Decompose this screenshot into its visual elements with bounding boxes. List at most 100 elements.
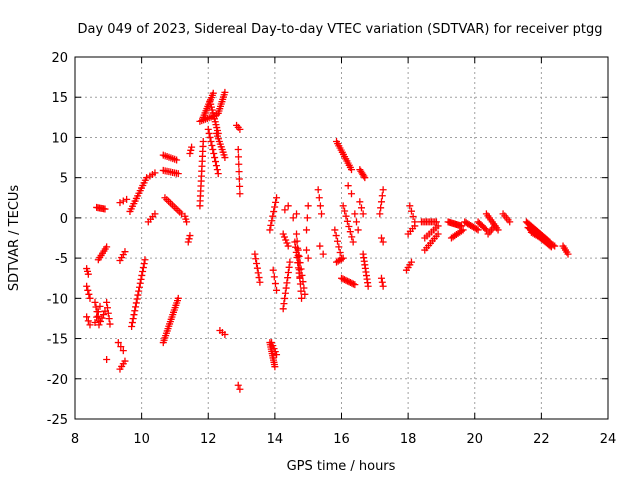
data-point [135,283,143,291]
data-point [269,266,277,274]
data-point [378,192,386,200]
data-point [377,198,385,206]
data-point [357,204,365,212]
data-point [351,281,359,289]
data-point [135,287,143,295]
y-tick-label: -5 [55,252,68,267]
y-tick-label: 15 [51,91,68,106]
data-point [137,275,145,283]
data-point [339,254,347,262]
data-point [407,207,415,215]
data-point [314,186,322,194]
data-point [83,282,91,290]
data-point [342,212,350,220]
data-point [266,226,274,234]
data-point [268,217,276,225]
data-point [549,241,557,249]
data-point [139,264,147,272]
data-point [209,89,217,97]
data-point [318,210,326,218]
y-tick-label: -20 [47,373,68,388]
data-point [221,88,229,96]
data-point [103,355,111,363]
data-point [83,313,91,321]
data-point [174,170,182,178]
data-point [434,222,442,230]
data-point [272,198,280,206]
data-point [234,146,242,154]
x-tick-label: 16 [333,432,350,447]
data-point [234,381,242,389]
data-point [293,237,301,245]
data-point [315,194,323,202]
data-point [334,237,342,245]
data-point [506,218,514,226]
data-point [236,190,244,198]
data-point [297,265,305,273]
data-point [254,269,262,277]
y-tick-label: -10 [47,292,68,307]
data-point [279,230,287,238]
data-point [281,206,289,214]
data-point [136,279,144,287]
data-point [139,268,147,276]
data-point [141,256,149,264]
data-point [432,218,440,226]
data-point [251,250,259,258]
y-tick-label: 0 [60,212,68,227]
x-tick-label: 12 [200,432,217,447]
data-point [209,146,217,154]
data-point [379,186,387,194]
data-point [96,302,104,310]
data-point [459,226,467,234]
data-point [267,221,275,229]
data-point [253,259,261,267]
data-point [301,290,309,298]
data-point [407,258,415,266]
data-point [186,232,194,240]
data-point [183,218,191,226]
data-point [236,385,244,393]
data-point [129,315,137,323]
data-point [221,154,229,162]
data-point [187,146,195,154]
data-point [114,339,122,347]
data-point [406,202,414,210]
data-point [377,274,385,282]
data-point [286,258,294,266]
x-tick-label: 10 [133,432,150,447]
data-point [303,214,311,222]
data-point [377,204,385,212]
data-point [282,236,290,244]
data-point [316,242,324,250]
data-point [123,195,131,203]
data-point [361,174,369,182]
data-point [379,238,387,246]
data-point [379,282,387,290]
data-point [151,169,159,177]
data-point [331,226,339,234]
data-point [349,238,357,246]
data-point [332,232,340,240]
data-point [345,223,353,231]
data-point [138,271,146,279]
data-point [256,278,264,286]
data-point [378,278,386,286]
data-point [103,298,111,306]
data-point [303,226,311,234]
data-point [134,291,142,299]
data-point [204,125,212,133]
data-point [214,170,222,178]
data-point [351,210,359,218]
data-point [199,137,207,145]
data-point [319,250,327,258]
data-point [298,294,306,302]
data-point [271,363,279,371]
data-point [564,250,572,258]
data-point [84,317,92,325]
data-point [284,202,292,210]
data-point [213,166,221,174]
data-point [173,156,181,164]
data-point [103,243,111,251]
